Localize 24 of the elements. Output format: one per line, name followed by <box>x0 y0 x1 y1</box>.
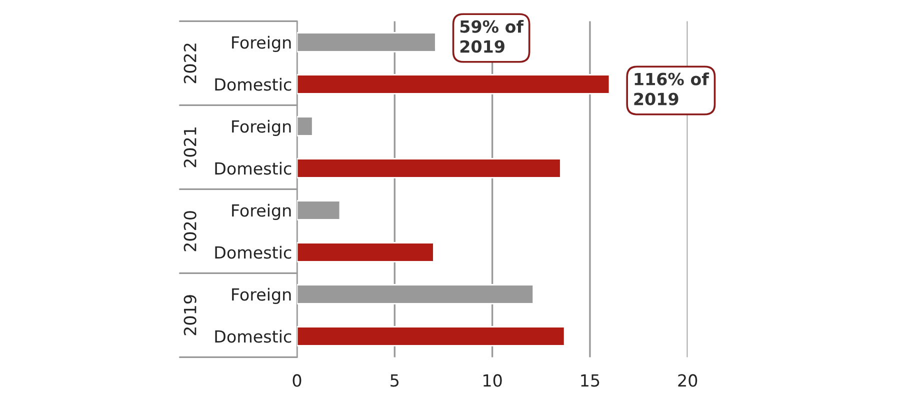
y-tick-label: Foreign <box>232 120 291 136</box>
y-tick-label: Domestic <box>215 330 292 343</box>
x-tick-label: 10 <box>484 374 502 387</box>
y-tick-label: Domestic <box>215 78 292 91</box>
text: 2022 <box>184 44 196 84</box>
bar <box>297 158 562 178</box>
bar <box>297 242 434 262</box>
y-tick-label: Domestic <box>215 162 292 175</box>
bar <box>297 326 566 346</box>
y-tick-label: Foreign <box>232 288 291 304</box>
y-tick-label: Foreign <box>232 204 291 220</box>
y-tick-label: Domestic <box>215 246 292 259</box>
annotation: 2019 <box>460 40 504 53</box>
x-tick-label: 20 <box>678 374 698 387</box>
text: 2021 <box>184 128 196 168</box>
x-tick-label: 0 <box>292 374 302 387</box>
text: 59% of <box>460 20 524 33</box>
text: 2019 <box>184 295 196 336</box>
text: 2020 <box>184 211 196 252</box>
annotation: 116% of 2019 <box>634 72 710 106</box>
bar <box>297 74 610 94</box>
y-tick-label: Foreign <box>232 36 291 52</box>
x-tick-label: 15 <box>581 374 600 387</box>
x-tick-label: 5 <box>390 374 398 387</box>
